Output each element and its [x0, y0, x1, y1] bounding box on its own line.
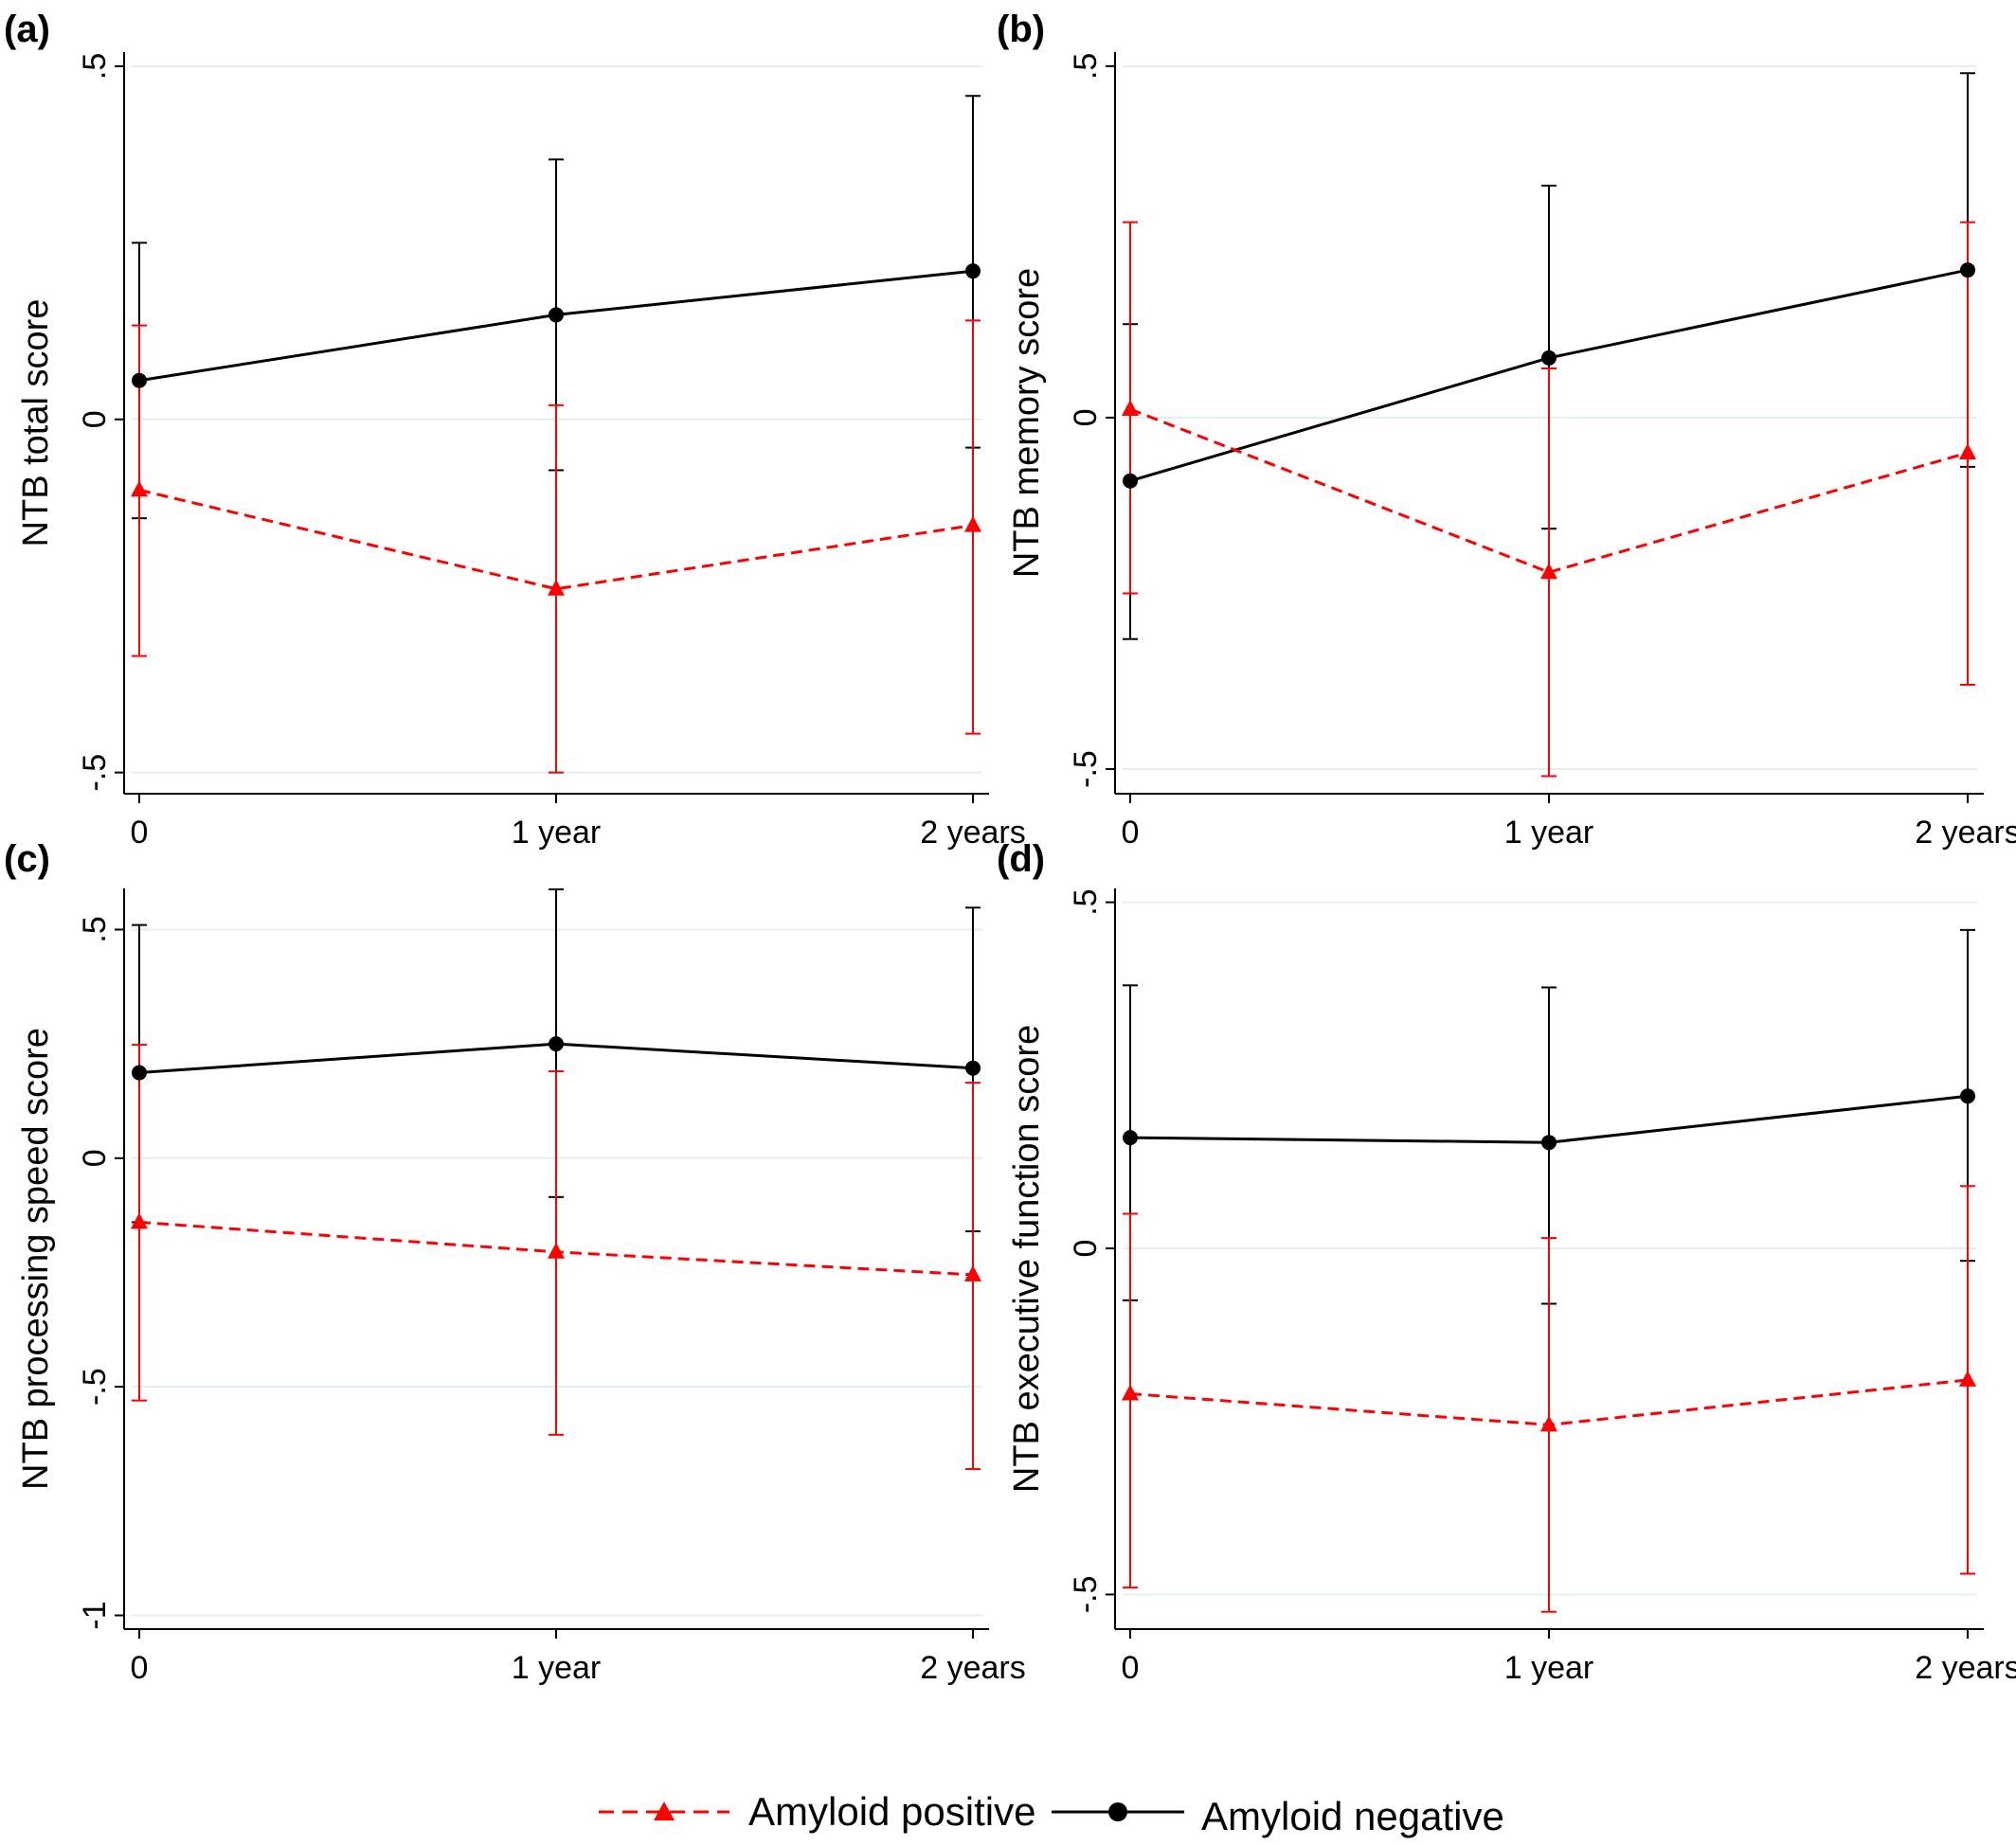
positive-series-line	[138, 488, 974, 591]
panel-d: (d) .5 0 -.5 0 1 year 2 years NTB executive fun…	[997, 838, 2016, 1686]
y-tick-label: 0	[77, 1149, 113, 1167]
y-axis-title: NTB executive function score	[1007, 1025, 1047, 1493]
positive-point	[964, 515, 981, 532]
y-tick-label: .5	[1068, 888, 1104, 915]
y-tick-label: .5	[77, 916, 113, 942]
x-tick-label: 1 year	[512, 815, 602, 851]
legend-positive-label: Amyloid positive	[748, 1789, 1035, 1834]
panel-b: (b) .5 0 -.5 0 1 year 2 years NTB memory score	[997, 9, 2016, 851]
x-tick-label: 2 years	[1915, 1650, 2016, 1686]
x-tick-label: 1 year	[512, 1650, 602, 1686]
negative-point	[1123, 473, 1138, 489]
y-axis-title: NTB memory score	[1007, 268, 1047, 578]
positive-point	[1540, 1415, 1557, 1432]
y-axis-title: NTB processing speed score	[16, 1028, 56, 1490]
positive-point	[1959, 1370, 1976, 1387]
x-tick-label: 0	[131, 815, 149, 851]
legend: Amyloid positive Amyloid negative	[599, 1789, 1504, 1838]
x-tick-label: 1 year	[1504, 815, 1594, 851]
y-tick-label: -.5	[1068, 750, 1104, 788]
panel-label: (d)	[997, 838, 1045, 880]
positive-point	[1122, 400, 1139, 417]
x-tick-label: 0	[1122, 815, 1140, 851]
x-tick-label: 2 years	[920, 815, 1026, 851]
y-axis-title: NTB total score	[16, 299, 56, 547]
panel-label: (b)	[997, 9, 1045, 50]
negative-point	[1123, 1130, 1138, 1146]
x-tick-label: 2 years	[920, 1650, 1026, 1686]
panel-label: (c)	[4, 838, 50, 880]
negative-point	[549, 307, 564, 323]
legend-negative-marker	[1108, 1802, 1127, 1821]
positive-point	[131, 480, 148, 497]
positive-series-line	[1129, 407, 1969, 574]
y-tick-label: -1	[77, 1601, 113, 1629]
y-tick-label: -.5	[77, 1368, 113, 1406]
y-tick-label: -.5	[1068, 1576, 1104, 1614]
negative-point	[1541, 349, 1557, 366]
panel-a: (a) .5 0 -.5 0 1 year 2 years NTB total score	[4, 9, 1026, 851]
legend-positive-marker	[654, 1801, 675, 1820]
negative-point	[1960, 262, 1975, 278]
x-tick-label: 2 years	[1915, 815, 2016, 851]
chart-panels: (a) .5 0 -.5 0 1 year 2 years NTB total score (b…	[4, 9, 2016, 1686]
x-tick-label: 1 year	[1504, 1650, 1594, 1686]
positive-point	[548, 1242, 565, 1259]
negative-point	[132, 372, 147, 388]
negative-point	[1960, 1088, 1975, 1104]
legend-negative-label: Amyloid negative	[1201, 1794, 1504, 1838]
positive-point	[1959, 443, 1976, 460]
panel-label: (a)	[4, 9, 50, 50]
positive-point	[964, 1264, 981, 1281]
positive-point	[131, 1212, 148, 1229]
positive-point	[1122, 1384, 1139, 1401]
y-tick-label: .5	[1068, 53, 1104, 80]
x-tick-label: 0	[1122, 1650, 1140, 1686]
negative-point	[965, 263, 981, 279]
negative-point	[549, 1036, 564, 1052]
negative-point	[132, 1065, 147, 1081]
y-tick-label: 0	[1068, 1240, 1104, 1258]
negative-point	[1541, 1135, 1557, 1151]
x-tick-label: 0	[131, 1650, 149, 1686]
y-tick-label: .5	[77, 53, 113, 80]
y-tick-label: 0	[77, 410, 113, 428]
y-tick-label: 0	[1068, 408, 1104, 426]
negative-point	[965, 1060, 981, 1076]
panel-c: (c) .5 0 -.5 -1 0 1 year 2 years NTB processing …	[4, 838, 1026, 1686]
positive-point	[548, 579, 565, 596]
y-tick-label: -.5	[77, 754, 113, 792]
positive-point	[1540, 563, 1557, 580]
